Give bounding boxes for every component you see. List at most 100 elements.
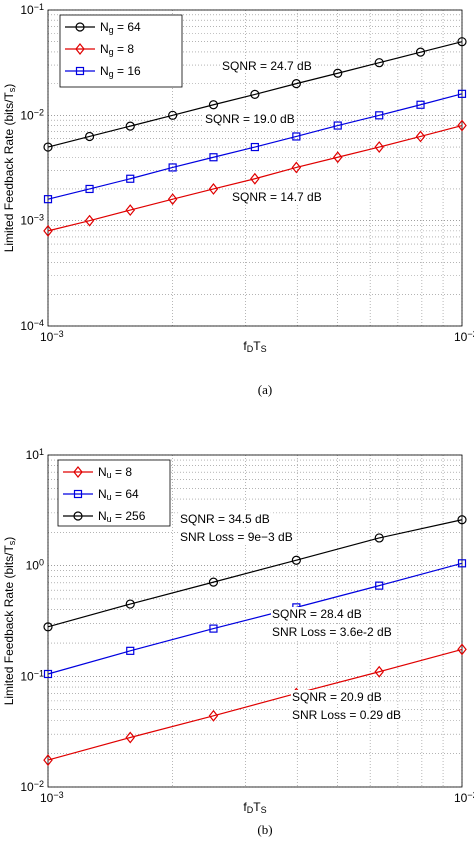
annotation-bg — [221, 59, 313, 73]
y-axis-label: Limited Feedback Rate (bits/Ts) — [2, 84, 17, 253]
marker — [333, 121, 342, 130]
marker — [250, 142, 259, 152]
marker — [84, 214, 95, 227]
marker — [457, 119, 467, 132]
legend-box — [57, 459, 171, 527]
marker — [125, 599, 135, 609]
marker — [292, 132, 301, 141]
marker — [332, 151, 343, 164]
marker — [457, 559, 467, 568]
marker — [73, 511, 83, 521]
marker — [374, 533, 384, 543]
legend-label: Ng = 8 — [100, 42, 134, 57]
series-line — [47, 562, 463, 675]
x-axis-label: fDTS — [243, 800, 266, 815]
annotation-bg — [271, 607, 363, 621]
marker — [208, 100, 219, 110]
marker — [291, 161, 302, 174]
x-tick-label: 10−3 — [40, 329, 64, 344]
annotation-bg — [271, 625, 393, 639]
marker — [374, 665, 384, 678]
marker — [43, 195, 53, 204]
marker — [75, 43, 85, 55]
marker — [75, 66, 85, 76]
x-tick-label: 10−2 — [454, 790, 474, 805]
annotation: SQNR = 20.9 dB — [292, 690, 382, 704]
marker — [43, 622, 53, 632]
plot-frame — [47, 9, 463, 327]
marker — [84, 131, 95, 142]
series-line — [47, 648, 463, 761]
marker — [374, 58, 384, 68]
marker — [250, 172, 260, 185]
marker — [126, 646, 135, 655]
marker — [209, 153, 218, 162]
legend-label: Nu = 8 — [98, 465, 132, 480]
marker — [374, 141, 384, 154]
marker — [168, 110, 178, 120]
x-tick-label: 10−2 — [454, 329, 474, 344]
marker — [208, 709, 219, 722]
annotation: SQNR = 19.0 dB — [205, 112, 295, 126]
legend-label: Ng = 16 — [100, 64, 141, 79]
marker — [73, 489, 83, 499]
legend-label: Nu = 64 — [98, 487, 139, 502]
marker — [457, 89, 467, 98]
x-tick-label: 10−3 — [40, 790, 64, 805]
marker — [415, 130, 426, 143]
y-tick-label: 10−4 — [20, 318, 44, 333]
annotation: SNR Loss = 9e−3 dB — [180, 530, 293, 544]
annotation-bg — [231, 190, 323, 204]
annotation: SQNR = 28.4 dB — [272, 607, 362, 621]
marker — [375, 581, 384, 590]
series-line — [47, 519, 463, 628]
series-line — [47, 93, 463, 200]
caption: (a) — [258, 382, 272, 397]
marker — [125, 121, 135, 131]
marker — [291, 79, 301, 89]
legend-label: Nu = 256 — [98, 509, 146, 524]
marker — [125, 731, 136, 744]
marker — [126, 174, 135, 183]
marker — [43, 224, 53, 237]
marker — [457, 643, 467, 656]
annotation-bg — [291, 708, 403, 722]
annotation-bg — [204, 112, 296, 126]
marker — [85, 184, 94, 194]
annotation: SNR Loss = 3.6e-2 dB — [272, 625, 392, 639]
marker — [73, 466, 83, 478]
series-line — [47, 124, 463, 232]
y-tick-label: 10−1 — [20, 668, 44, 683]
caption: (b) — [257, 822, 272, 837]
marker — [416, 100, 425, 109]
series-line — [47, 41, 463, 148]
marker — [209, 624, 218, 633]
marker — [208, 182, 219, 195]
annotation-bg — [291, 690, 383, 704]
annotation: SQNR = 24.7 dB — [222, 59, 312, 73]
x-axis-label: fDTS — [243, 339, 266, 354]
marker — [208, 577, 219, 587]
marker — [168, 163, 177, 172]
marker — [43, 754, 53, 767]
marker — [457, 37, 467, 47]
marker — [167, 193, 178, 206]
y-tick-label: 10−3 — [20, 213, 44, 228]
marker — [333, 68, 343, 78]
marker — [375, 111, 384, 120]
plot-frame — [47, 454, 463, 788]
marker — [43, 669, 53, 679]
marker — [75, 22, 85, 32]
annotation: SNR Loss = 0.29 dB — [292, 708, 401, 722]
marker — [415, 47, 426, 57]
y-tick-label: 10−1 — [20, 2, 44, 17]
y-tick-label: 101 — [26, 447, 44, 462]
annotation-bg — [179, 530, 294, 544]
y-tick-label: 10−2 — [20, 107, 44, 122]
marker — [291, 555, 301, 565]
marker — [43, 142, 53, 152]
annotation: SQNR = 34.5 dB — [180, 512, 270, 526]
marker — [125, 204, 136, 217]
marker — [457, 515, 467, 525]
